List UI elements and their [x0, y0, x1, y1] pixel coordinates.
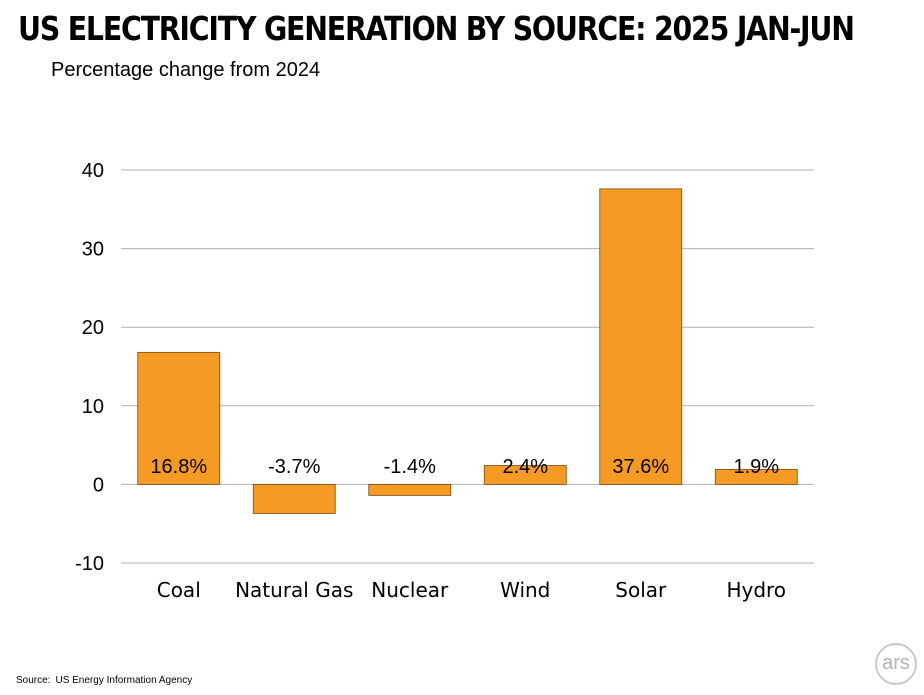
data-label: 37.6%	[612, 456, 669, 478]
chart-title: US ELECTRICITY GENERATION BY SOURCE: 202…	[18, 9, 855, 48]
source-note: Source: US Energy Information Agency	[16, 676, 192, 686]
source-text: US Energy Information Agency	[55, 675, 193, 686]
data-label: 2.4%	[502, 456, 548, 478]
x-tick-label: Coal	[157, 578, 201, 602]
bar	[599, 188, 683, 485]
data-label: 1.9%	[733, 456, 779, 478]
bar	[252, 483, 336, 514]
ars-logo: ars	[875, 643, 917, 685]
x-tick-label: Nuclear	[371, 578, 449, 602]
y-tick-label: 40	[82, 160, 104, 182]
y-tick-label: 30	[82, 239, 104, 261]
bar	[368, 483, 452, 496]
x-tick-label: Hydro	[726, 578, 786, 602]
x-tick-label: Wind	[500, 578, 550, 602]
y-tick-label: 20	[82, 317, 104, 339]
bar	[137, 351, 221, 485]
chart-subtitle: Percentage change from 2024	[51, 59, 321, 81]
data-label: -1.4%	[384, 456, 436, 478]
data-label: 16.8%	[150, 456, 207, 478]
y-tick-label: 0	[93, 474, 104, 496]
bar	[483, 465, 567, 485]
data-label: -3.7%	[268, 456, 320, 478]
source-label: Source:	[16, 675, 51, 686]
x-tick-label: Solar	[615, 578, 667, 602]
y-tick-label: -10	[75, 553, 104, 575]
bar	[714, 469, 798, 485]
y-tick-label: 10	[82, 396, 104, 418]
x-tick-label: Natural Gas	[235, 578, 353, 602]
